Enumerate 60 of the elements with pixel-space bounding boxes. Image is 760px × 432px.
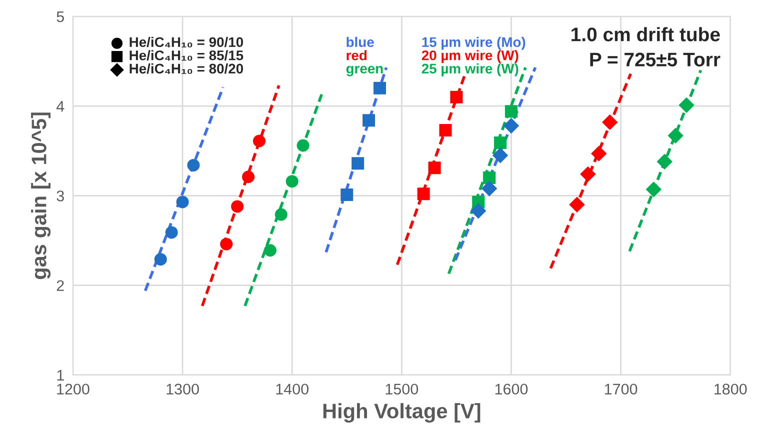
point <box>242 170 255 184</box>
point <box>428 162 441 174</box>
point <box>678 98 694 113</box>
point <box>231 200 244 213</box>
point <box>165 226 178 239</box>
y-tick-label: 3 <box>56 190 64 202</box>
x-tick-label: 1200 <box>57 384 90 395</box>
point <box>450 90 463 104</box>
point <box>187 158 200 172</box>
point <box>252 134 266 148</box>
point <box>482 180 497 196</box>
x-tick-label: 1700 <box>604 384 638 395</box>
point <box>580 166 596 182</box>
point <box>494 136 507 150</box>
annotation: He/iC₄H₁₀ = 90/10 <box>130 36 244 48</box>
point <box>439 124 452 137</box>
annotation: green <box>346 66 383 76</box>
x-axis-title: High Voltage [V] <box>323 403 480 423</box>
annotation: 15 µm wire (Mo) <box>422 36 526 50</box>
point <box>602 114 618 130</box>
point <box>646 182 662 197</box>
y-tick-label: 1 <box>57 370 64 381</box>
y-tick-label: 2 <box>56 280 64 291</box>
annotation: He/iC₄H₁₀ = 85/15 <box>130 50 244 61</box>
point <box>483 172 496 184</box>
x-tick-label: 1800 <box>714 384 747 395</box>
point <box>417 188 430 200</box>
annotation: blue <box>346 36 374 48</box>
point <box>362 114 376 127</box>
x-tick-label: 1600 <box>495 384 528 395</box>
point <box>492 148 508 163</box>
point <box>274 208 288 221</box>
x-tick-label: 1300 <box>166 384 199 395</box>
point <box>264 244 276 257</box>
point <box>569 197 585 212</box>
y-tick-label: 5 <box>56 11 64 22</box>
point <box>504 118 519 134</box>
point <box>657 154 672 170</box>
annotation: P = 725±5 Torr <box>590 52 720 66</box>
annotation: 20 µm wire (W) <box>422 50 518 64</box>
annotation: 25 µm wire (W) <box>422 63 518 76</box>
point <box>340 188 354 202</box>
point <box>296 139 310 152</box>
point <box>352 157 364 170</box>
point <box>154 253 167 266</box>
x-tick-label: 1500 <box>386 384 418 395</box>
y-axis-title: gas gain [x 10^5] <box>31 112 51 280</box>
point <box>220 238 233 250</box>
y-tick-label: 4 <box>56 101 64 112</box>
point <box>591 146 606 162</box>
point <box>504 105 518 118</box>
point <box>176 196 189 208</box>
point <box>373 82 386 94</box>
point <box>470 203 486 219</box>
point <box>286 175 298 188</box>
annotation: He/iC₄H₁₀ = 80/20 <box>130 63 244 74</box>
annotation: 1.0 cm drift tube <box>572 27 720 42</box>
x-tick-label: 1400 <box>276 384 308 395</box>
point <box>668 128 684 144</box>
annotation: red <box>346 50 366 60</box>
